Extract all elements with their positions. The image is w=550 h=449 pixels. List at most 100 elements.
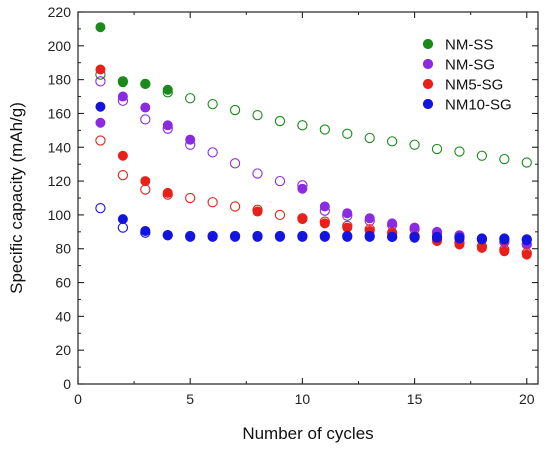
filled-point	[521, 249, 532, 260]
filled-point	[140, 78, 151, 89]
x-tick-label: 20	[519, 391, 535, 407]
y-tick-label: 160	[48, 105, 72, 121]
filled-point	[274, 231, 285, 242]
filled-point	[521, 235, 532, 246]
filled-point	[140, 102, 151, 113]
filled-point	[230, 231, 241, 242]
filled-point	[364, 213, 375, 224]
open-point	[431, 143, 443, 155]
filled-point	[95, 101, 106, 112]
open-point	[207, 197, 218, 208]
filled-point	[185, 231, 196, 242]
open-point	[499, 153, 510, 165]
open-point	[476, 150, 488, 161]
open-point	[95, 202, 106, 214]
open-point	[229, 201, 241, 212]
filled-point	[319, 231, 330, 242]
open-point	[386, 136, 398, 147]
filled-point	[409, 232, 420, 243]
open-point	[95, 76, 106, 87]
filled-point	[454, 233, 465, 244]
x-tick-label: 15	[407, 391, 423, 407]
open-point	[274, 209, 286, 221]
open-point	[342, 128, 353, 139]
open-point	[140, 114, 151, 125]
y-tick-label: 60	[55, 275, 71, 291]
open-point	[364, 132, 375, 144]
y-axis-title: Specific capacity (mAh/g)	[7, 102, 26, 294]
open-point	[409, 139, 420, 150]
open-point	[521, 157, 532, 168]
legend-label-nm5-sg: NM5-SG	[445, 77, 503, 94]
filled-point	[342, 222, 353, 233]
legend: NM-SS NM-SG NM5-SG NM10-SG	[422, 37, 512, 114]
open-point	[207, 147, 218, 158]
filled-point	[476, 242, 487, 253]
y-tick-label: 80	[55, 241, 71, 257]
open-point	[454, 146, 465, 157]
open-point	[117, 170, 129, 181]
filled-point	[207, 231, 218, 242]
open-point	[252, 168, 263, 179]
y-tick-label: 40	[55, 308, 71, 324]
filled-point	[342, 208, 353, 219]
open-point	[319, 124, 330, 135]
open-point	[274, 115, 286, 127]
y-tick-label: 180	[48, 72, 72, 88]
series-nm-ss	[95, 22, 532, 168]
legend-label-nm10-sg: NM10-SG	[445, 97, 512, 114]
y-tick-label: 20	[55, 342, 71, 358]
filled-point	[319, 218, 330, 229]
x-axis-title: Number of cycles	[242, 424, 373, 443]
filled-point	[162, 84, 173, 95]
filled-point	[252, 206, 263, 217]
filled-point	[499, 246, 510, 257]
open-point	[252, 109, 263, 121]
filled-point	[476, 234, 487, 245]
filled-point	[297, 183, 308, 194]
open-point	[207, 99, 218, 110]
x-tick-label: 5	[186, 391, 194, 407]
filled-point	[117, 150, 128, 161]
y-tick-label: 200	[48, 38, 72, 54]
filled-point	[409, 222, 420, 233]
open-point	[95, 135, 106, 146]
filled-point	[117, 91, 128, 102]
filled-point	[252, 231, 263, 242]
filled-point	[185, 134, 196, 145]
series-nm5-sg	[95, 64, 532, 260]
y-tick-label: 220	[48, 4, 72, 20]
filled-point	[432, 232, 443, 243]
legend-marker-nm10-sg	[422, 98, 434, 110]
filled-point	[95, 22, 106, 33]
filled-point	[162, 187, 173, 198]
filled-point	[140, 176, 151, 187]
filled-point	[117, 214, 128, 225]
filled-point	[162, 230, 173, 241]
y-tick-label: 0	[63, 376, 71, 392]
open-point	[229, 104, 241, 116]
open-point	[185, 93, 196, 104]
filled-point	[95, 117, 106, 128]
filled-point	[387, 231, 398, 242]
filled-point	[387, 218, 398, 229]
legend-label-nm-sg: NM-SG	[445, 57, 495, 74]
open-point	[229, 158, 241, 169]
filled-point	[140, 225, 151, 236]
filled-point	[162, 120, 173, 131]
filled-point	[319, 201, 330, 212]
x-tick-label: 10	[295, 391, 311, 407]
open-point	[185, 192, 196, 204]
y-tick-label: 100	[48, 207, 72, 223]
filled-point	[499, 234, 510, 245]
series-nm10-sg	[95, 101, 532, 246]
x-tick-label: 0	[74, 391, 82, 407]
filled-point	[342, 231, 353, 242]
filled-point	[297, 231, 308, 242]
open-point	[297, 120, 308, 131]
legend-marker-nm-sg	[422, 58, 434, 70]
y-tick-label: 120	[48, 173, 72, 189]
